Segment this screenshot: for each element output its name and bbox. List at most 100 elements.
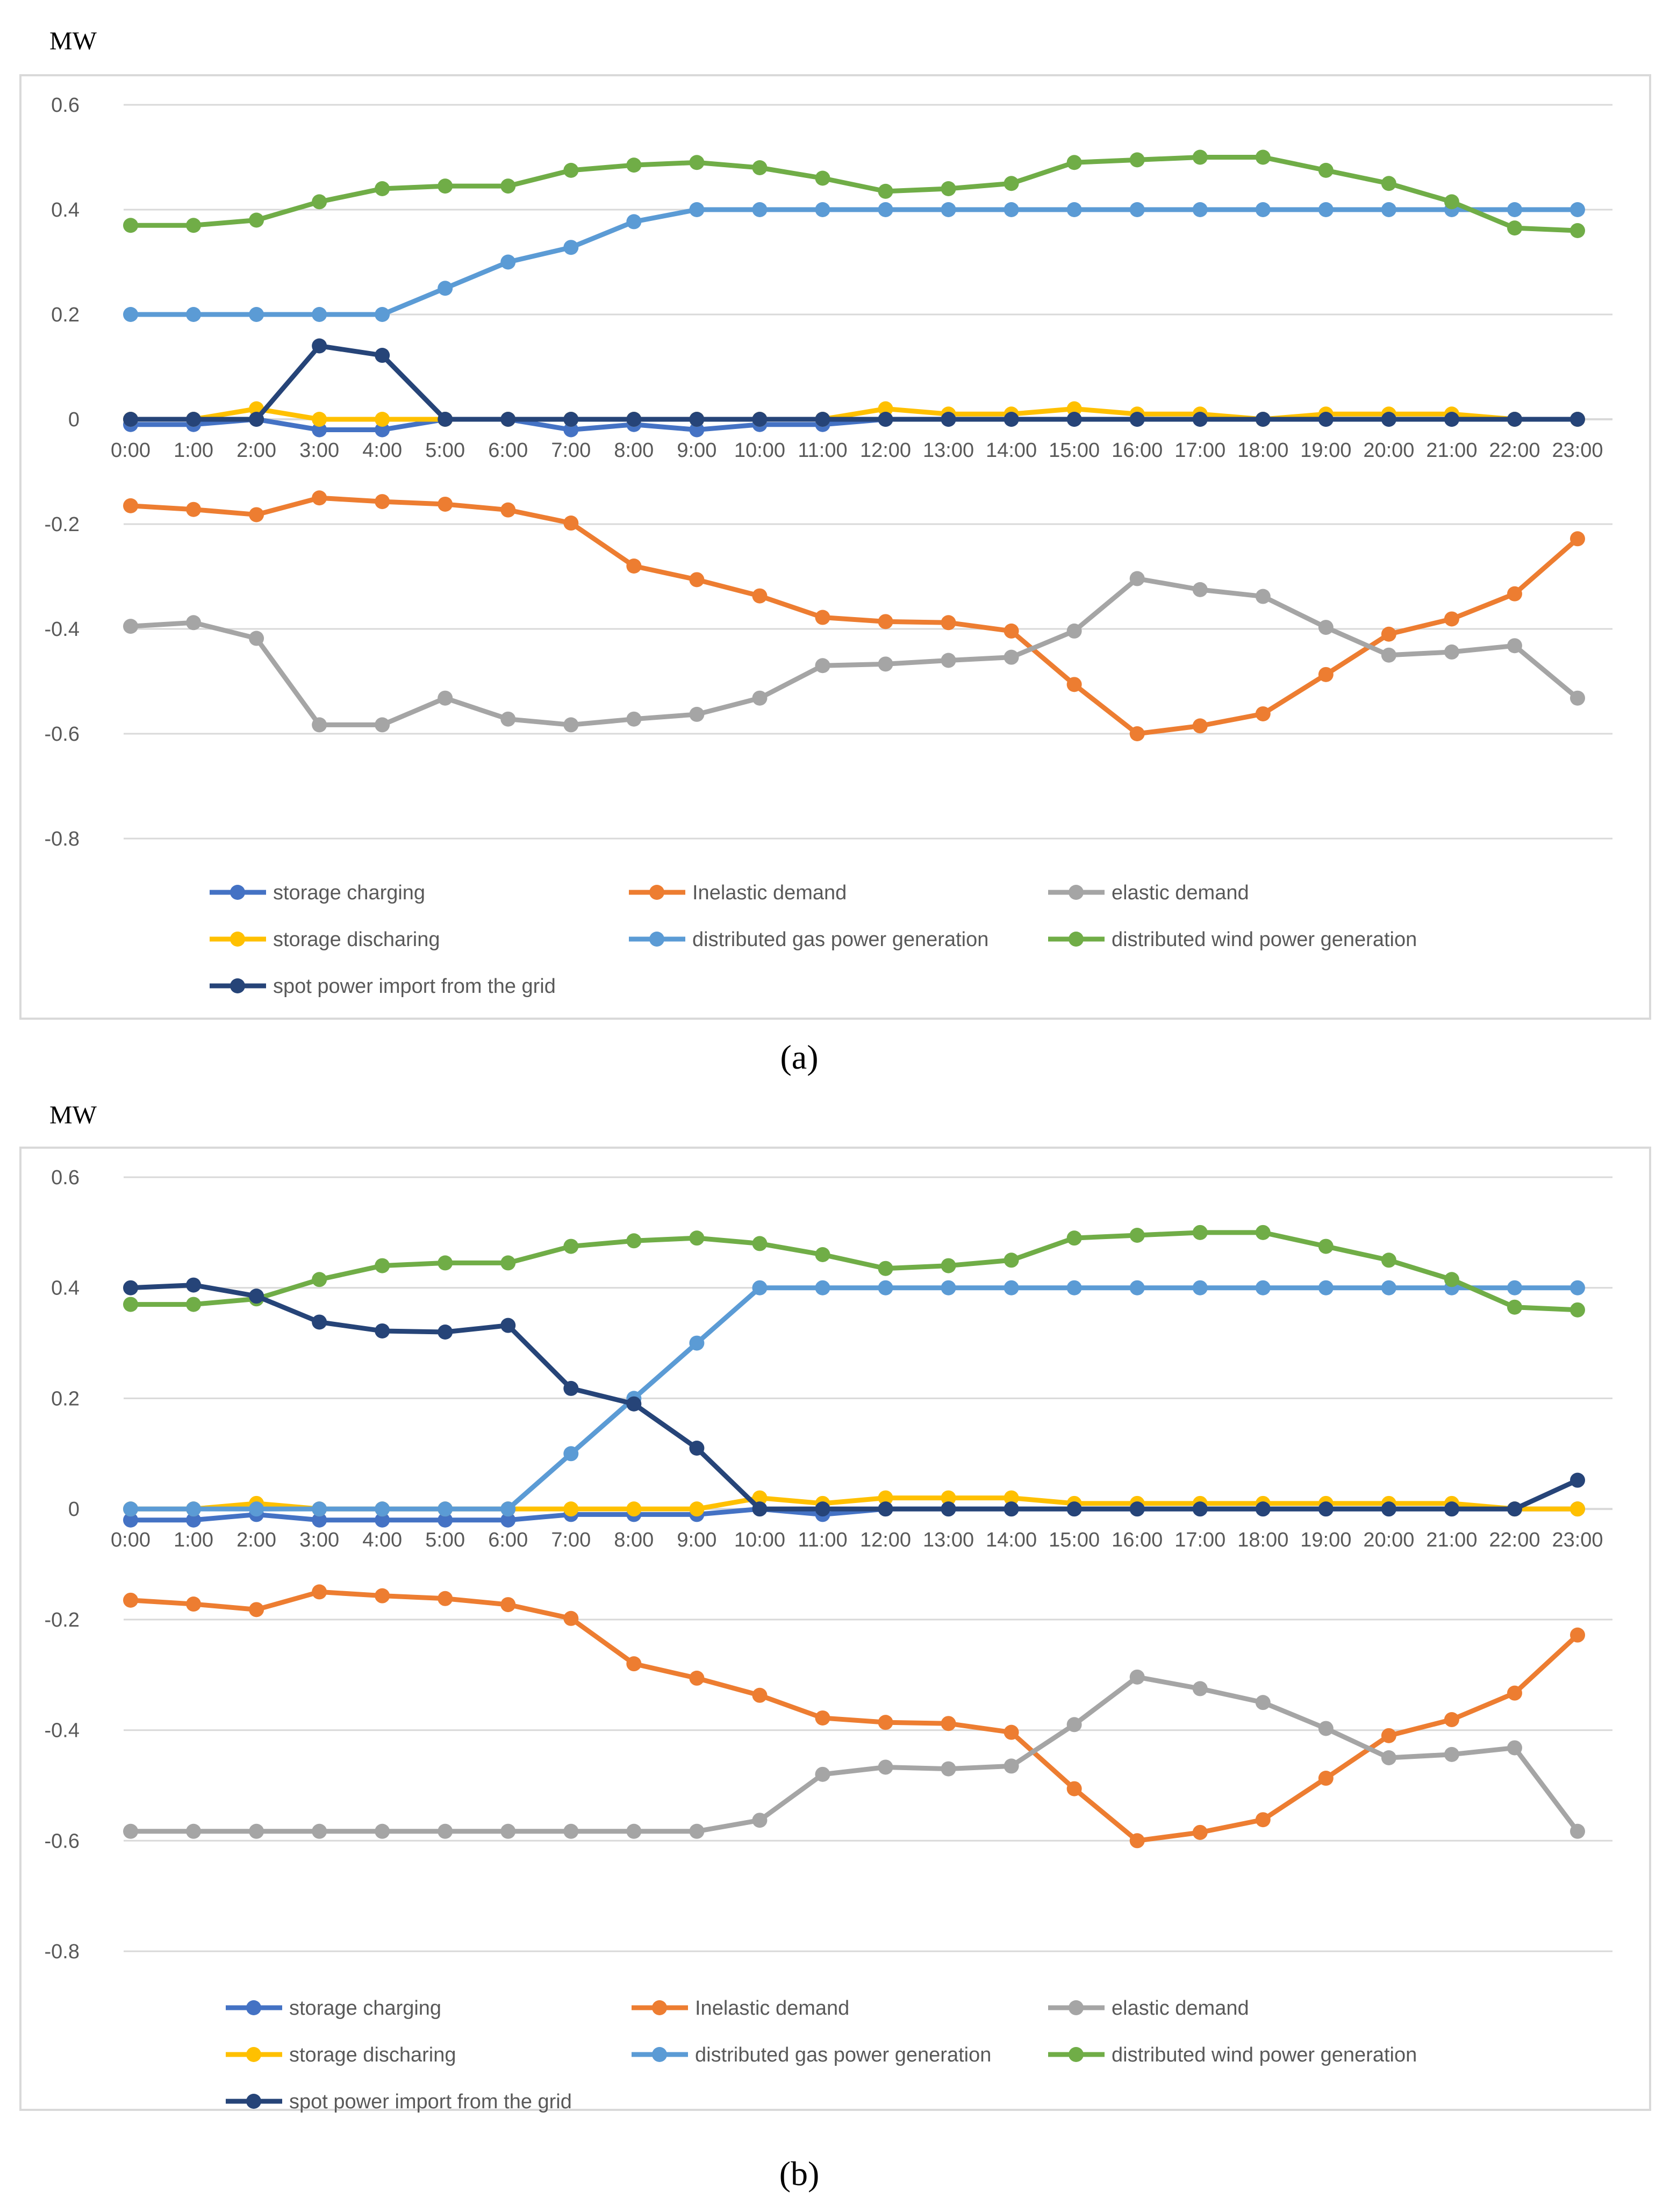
point-inelastic-demand — [626, 559, 642, 574]
point-inelastic-demand — [1129, 726, 1145, 741]
point-distributed-gas-power-generation — [563, 240, 579, 255]
series-inelastic-demand-a — [123, 490, 1585, 741]
point-elastic-demand — [1066, 623, 1082, 639]
point-storage-charging — [563, 422, 579, 438]
point-spot-power-import-from-the-grid — [438, 1325, 453, 1340]
legend-swatch-marker — [1069, 2000, 1084, 2015]
legend-swatch-marker — [1069, 885, 1084, 900]
x-tick-label-b: 7:00 — [551, 1529, 591, 1551]
legend-swatch-marker — [246, 2047, 261, 2062]
caption-a: (a) — [780, 1038, 818, 1076]
point-spot-power-import-from-the-grid — [1318, 412, 1334, 427]
legend-item-distributed-wind-power-generation: distributed wind power generation — [1048, 2044, 1417, 2066]
point-elastic-demand — [186, 615, 202, 631]
point-distributed-gas-power-generation — [1192, 1280, 1208, 1295]
point-distributed-wind-power-generation — [752, 160, 768, 175]
point-elastic-demand — [500, 711, 516, 727]
x-tick-label-b: 19:00 — [1300, 1529, 1351, 1551]
point-distributed-wind-power-generation — [1192, 1225, 1208, 1240]
point-inelastic-demand — [689, 572, 705, 588]
point-elastic-demand — [1507, 1740, 1522, 1756]
point-inelastic-demand — [312, 490, 327, 506]
point-elastic-demand — [1318, 1721, 1334, 1736]
point-distributed-wind-power-generation — [1129, 1228, 1145, 1243]
point-distributed-wind-power-generation — [500, 1255, 516, 1271]
legend-item-inelastic-demand: Inelastic demand — [629, 882, 847, 904]
x-tick-label-a: 4:00 — [362, 439, 402, 462]
point-inelastic-demand — [1004, 1724, 1019, 1740]
point-elastic-demand — [941, 653, 956, 668]
x-tick-label-b: 14:00 — [986, 1529, 1037, 1551]
point-inelastic-demand — [878, 614, 893, 629]
x-tick-label-b: 17:00 — [1174, 1529, 1225, 1551]
x-tick-label-b: 0:00 — [111, 1529, 150, 1551]
line-distributed-gas-power-generation — [128, 1285, 1580, 1512]
point-distributed-wind-power-generation — [815, 1247, 830, 1262]
point-spot-power-import-from-the-grid — [1004, 1501, 1019, 1517]
point-elastic-demand — [815, 1766, 830, 1782]
point-distributed-gas-power-generation — [752, 202, 768, 217]
x-tick-label-a: 10:00 — [734, 439, 785, 462]
point-storage-charging — [312, 1512, 327, 1528]
line-spot-power-import-from-the-grid — [128, 1283, 1580, 1512]
point-spot-power-import-from-the-grid — [123, 412, 138, 427]
line-elastic-demand — [128, 1674, 1580, 1834]
y-tick-labels-a: 0.6 0.4 0.2 0 -0.2 -0.4 -0.6 -0.8 — [45, 94, 80, 850]
point-distributed-gas-power-generation — [1004, 1280, 1019, 1295]
point-distributed-wind-power-generation — [1570, 223, 1585, 238]
point-spot-power-import-from-the-grid — [941, 412, 956, 427]
point-elastic-demand — [563, 1823, 579, 1839]
x-tick-label-b: 18:00 — [1237, 1529, 1288, 1551]
point-distributed-wind-power-generation — [123, 218, 138, 233]
point-distributed-gas-power-generation — [438, 1501, 453, 1517]
point-elastic-demand — [941, 1761, 956, 1777]
point-distributed-gas-power-generation — [1129, 202, 1145, 217]
point-distributed-wind-power-generation — [1507, 1299, 1522, 1315]
plot-frame-a — [19, 74, 1651, 1020]
x-tick-label-a: 12:00 — [860, 439, 911, 462]
x-tick-label-a: 7:00 — [551, 439, 591, 462]
x-tick-label-a: 6:00 — [488, 439, 528, 462]
point-inelastic-demand — [563, 516, 579, 531]
point-distributed-gas-power-generation — [689, 202, 705, 217]
x-tick-label-a: 11:00 — [798, 439, 847, 462]
point-spot-power-import-from-the-grid — [1507, 412, 1522, 427]
point-storage-discharing — [1570, 1501, 1585, 1517]
point-distributed-gas-power-generation — [500, 1501, 516, 1517]
point-distributed-wind-power-generation — [752, 1236, 768, 1251]
point-spot-power-import-from-the-grid — [186, 1277, 202, 1293]
x-tick-label-b: 9:00 — [677, 1529, 716, 1551]
point-distributed-wind-power-generation — [1255, 1225, 1271, 1240]
y-tick-label-a: -0.8 — [45, 828, 80, 850]
point-storage-discharing — [941, 1490, 956, 1506]
point-elastic-demand — [500, 1823, 516, 1839]
point-elastic-demand — [123, 619, 138, 634]
point-spot-power-import-from-the-grid — [312, 1314, 327, 1330]
point-distributed-wind-power-generation — [878, 183, 893, 199]
legend-label: storage discharing — [273, 928, 440, 951]
point-spot-power-import-from-the-grid — [1255, 412, 1271, 427]
point-storage-discharing — [626, 1501, 642, 1517]
point-spot-power-import-from-the-grid — [878, 412, 893, 427]
point-inelastic-demand — [375, 1588, 390, 1603]
point-inelastic-demand — [1318, 1771, 1334, 1786]
point-elastic-demand — [1129, 1669, 1145, 1685]
point-distributed-wind-power-generation — [312, 194, 327, 210]
point-spot-power-import-from-the-grid — [312, 338, 327, 354]
point-spot-power-import-from-the-grid — [752, 412, 768, 427]
point-inelastic-demand — [1507, 586, 1522, 602]
point-distributed-wind-power-generation — [438, 1255, 453, 1271]
point-storage-charging — [689, 422, 705, 438]
line-distributed-wind-power-generation — [128, 155, 1580, 233]
point-storage-discharing — [1066, 401, 1082, 417]
point-spot-power-import-from-the-grid — [941, 1501, 956, 1517]
point-distributed-wind-power-generation — [1066, 155, 1082, 170]
point-inelastic-demand — [1570, 531, 1585, 547]
point-distributed-wind-power-generation — [563, 1239, 579, 1254]
point-distributed-wind-power-generation — [941, 181, 956, 196]
point-inelastic-demand — [1004, 623, 1019, 639]
point-inelastic-demand — [186, 1597, 202, 1612]
y-tick-label-a: 0 — [68, 409, 80, 431]
point-spot-power-import-from-the-grid — [1129, 412, 1145, 427]
point-inelastic-demand — [249, 507, 264, 522]
